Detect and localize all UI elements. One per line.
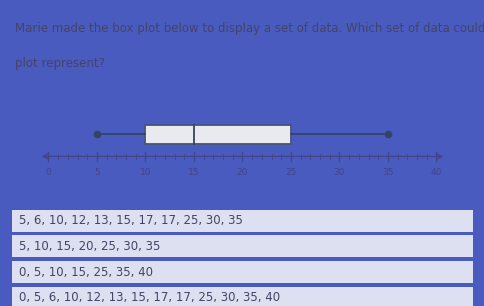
Text: 20: 20 bbox=[236, 169, 248, 177]
Text: 5, 10, 15, 20, 25, 30, 35: 5, 10, 15, 20, 25, 30, 35 bbox=[19, 240, 160, 253]
Text: 0, 5, 6, 10, 12, 13, 15, 17, 17, 25, 30, 35, 40: 0, 5, 6, 10, 12, 13, 15, 17, 17, 25, 30,… bbox=[19, 291, 280, 304]
Text: 10: 10 bbox=[139, 169, 151, 177]
Text: 5: 5 bbox=[94, 169, 100, 177]
Text: 35: 35 bbox=[381, 169, 393, 177]
Text: 0, 5, 10, 15, 25, 35, 40: 0, 5, 10, 15, 25, 35, 40 bbox=[19, 266, 153, 278]
Text: 0: 0 bbox=[45, 169, 51, 177]
Text: 40: 40 bbox=[430, 169, 441, 177]
Text: 15: 15 bbox=[188, 169, 199, 177]
Text: 25: 25 bbox=[285, 169, 296, 177]
Text: Marie made the box plot below to display a set of data. Which set of data could : Marie made the box plot below to display… bbox=[15, 21, 484, 35]
Text: plot represent?: plot represent? bbox=[15, 57, 104, 70]
Text: 30: 30 bbox=[333, 169, 345, 177]
Text: 5, 6, 10, 12, 13, 15, 17, 17, 25, 30, 35: 5, 6, 10, 12, 13, 15, 17, 17, 25, 30, 35 bbox=[19, 214, 242, 227]
Bar bbox=[145, 125, 290, 144]
